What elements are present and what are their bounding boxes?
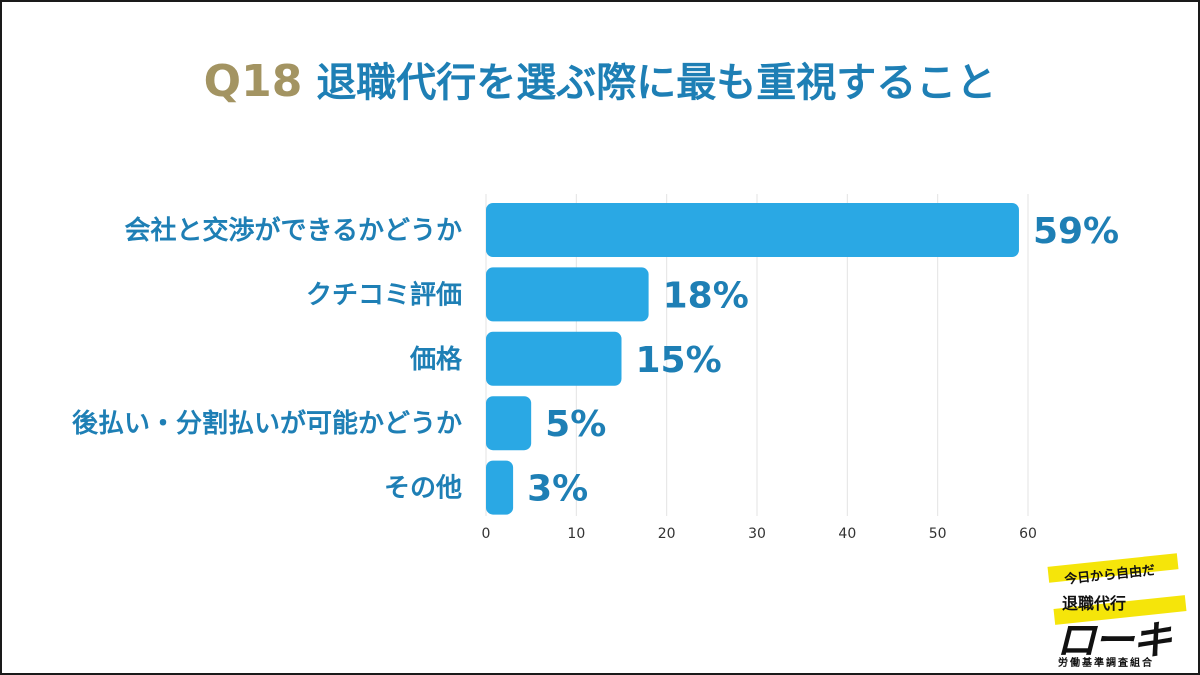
value-label: 59% (1033, 211, 1119, 252)
roki-logo: 今日から自由だ 退職代行 ローキ 労働基準調査組合 (1042, 550, 1192, 672)
value-label: 18% (663, 275, 749, 316)
logo-service: 退職代行 (1062, 594, 1127, 613)
bar (486, 267, 649, 322)
x-tick-label: 0 (482, 526, 491, 542)
category-label: 会社と交渉ができるかどうか (125, 215, 462, 246)
x-tick-label: 10 (567, 526, 585, 542)
value-label: 5% (545, 404, 606, 445)
category-label: 価格 (409, 344, 463, 375)
bar (486, 396, 532, 451)
question-number: Q18 (203, 56, 303, 107)
category-label: その他 (384, 474, 462, 504)
bar (486, 460, 514, 515)
x-tick-label: 20 (658, 526, 676, 542)
x-tick-label: 30 (748, 526, 766, 542)
x-tick-label: 60 (1019, 526, 1037, 542)
bar (486, 331, 622, 386)
value-label: 15% (636, 340, 722, 381)
question-text: 退職代行を選ぶ際に最も重視すること (316, 60, 997, 106)
category-label: 後払い・分割払いが可能かどうか (72, 408, 462, 439)
category-label: クチコミ評価 (306, 279, 462, 310)
value-label: 3% (527, 469, 588, 510)
chart-title: Q18 退職代行を選ぶ際に最も重視すること (2, 54, 1198, 111)
x-tick-label: 40 (838, 526, 856, 542)
bar (486, 203, 1019, 257)
logo-brand: ローキ (1056, 618, 1172, 664)
logo-org: 労働基準調査組合 (1058, 658, 1154, 669)
x-tick-label: 50 (929, 526, 947, 542)
